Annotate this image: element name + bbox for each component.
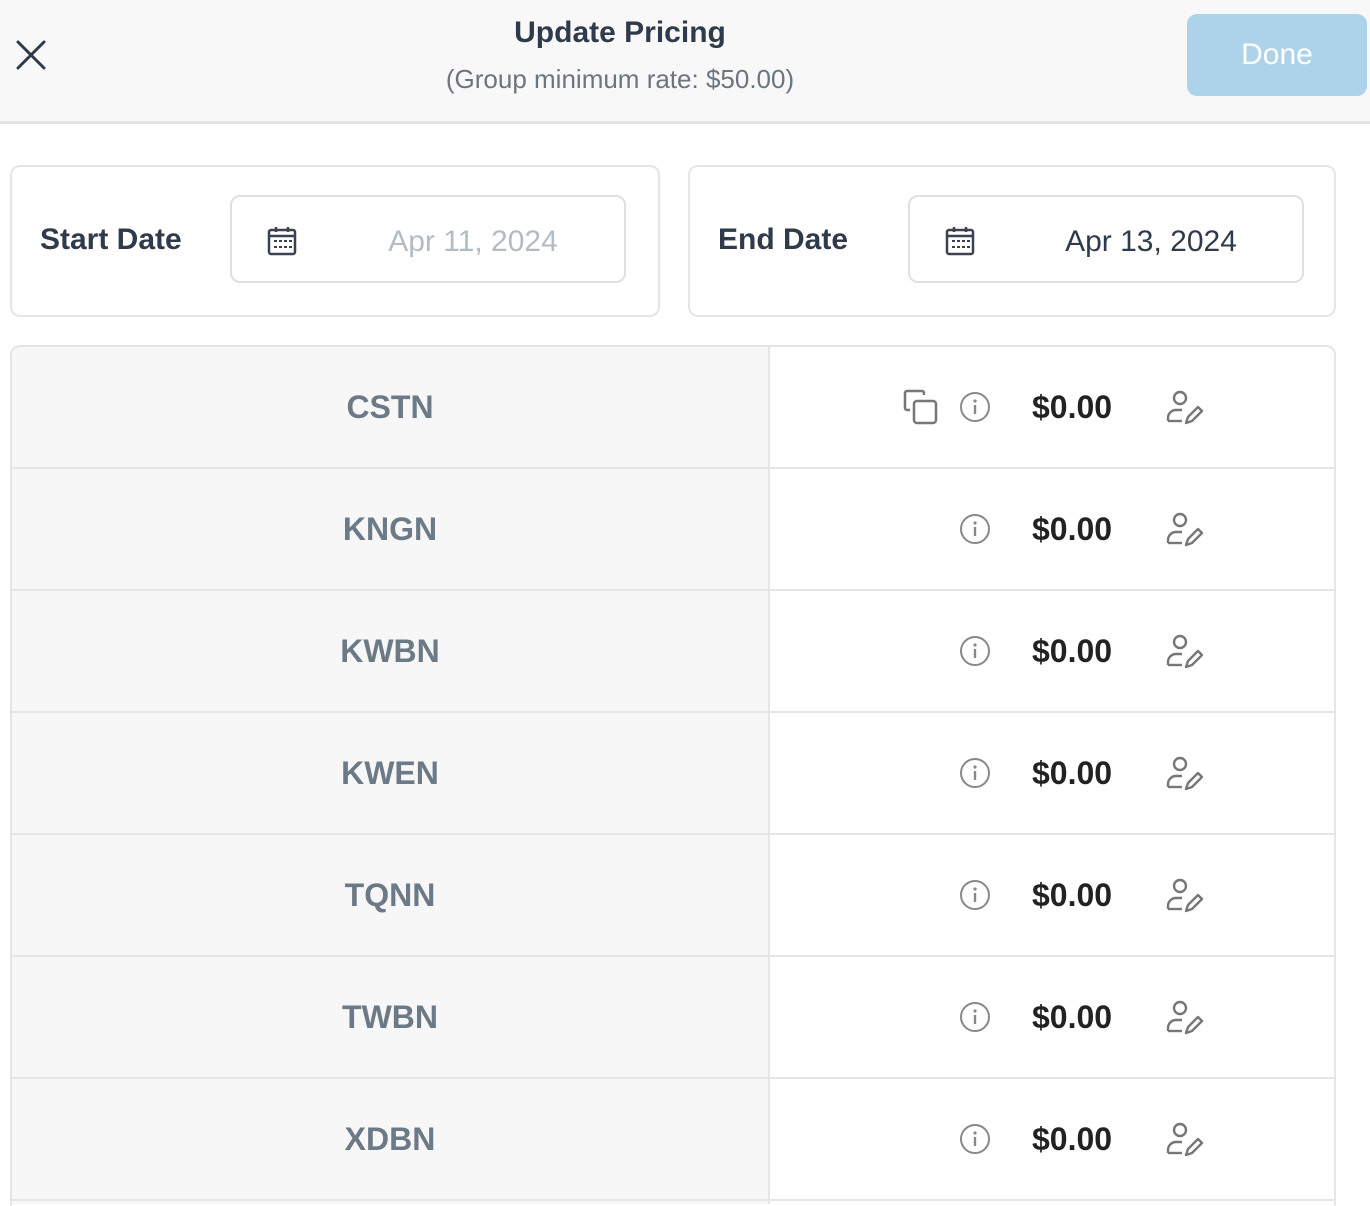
room-code — [12, 1201, 770, 1204]
start-date-value: Apr 11, 2024 — [388, 225, 558, 258]
end-date-input[interactable]: Apr 13, 2024 — [908, 195, 1304, 283]
table-row: CSTN $0.00 — [12, 347, 1334, 469]
info-icon[interactable] — [959, 1123, 991, 1155]
page-title: Update Pricing — [514, 16, 726, 49]
price-value[interactable]: $0.00 — [1032, 511, 1113, 547]
user-edit-icon[interactable] — [1164, 633, 1204, 673]
room-code: CSTN — [12, 347, 770, 467]
table-row — [12, 1201, 1334, 1204]
room-code: TQNN — [12, 835, 770, 955]
info-icon[interactable] — [959, 635, 991, 667]
price-value[interactable]: $0.00 — [1032, 633, 1113, 669]
calendar-icon — [267, 227, 297, 256]
end-date-value: Apr 13, 2024 — [1065, 225, 1237, 258]
price-value[interactable]: $0.00 — [1032, 999, 1113, 1035]
modal-header: Update Pricing (Group minimum rate: $50.… — [0, 0, 1370, 124]
info-icon[interactable] — [959, 391, 991, 423]
table-row: KWBN $0.00 — [12, 591, 1334, 713]
table-row: KWEN $0.00 — [12, 713, 1334, 835]
user-edit-icon[interactable] — [1164, 755, 1204, 795]
table-row: TWBN $0.00 — [12, 957, 1334, 1079]
table-row: TQNN $0.00 — [12, 835, 1334, 957]
room-code: TWBN — [12, 957, 770, 1077]
info-icon[interactable] — [959, 513, 991, 545]
close-icon[interactable] — [14, 38, 48, 72]
end-date-label: End Date — [718, 223, 849, 256]
pricing-table: CSTN $0.00 KNGN $0.00 KWBN $0.00 KWEN $0.00 TQNN… — [10, 345, 1336, 1206]
user-edit-icon[interactable] — [1164, 389, 1204, 429]
price-value[interactable]: $0.00 — [1032, 755, 1113, 791]
table-row: XDBN $0.00 — [12, 1079, 1334, 1201]
copy-icon[interactable] — [902, 389, 940, 427]
room-code: KWEN — [12, 713, 770, 833]
calendar-icon — [945, 227, 975, 256]
start-date-label: Start Date — [40, 223, 182, 256]
price-value[interactable]: $0.00 — [1032, 1121, 1113, 1157]
room-code: XDBN — [12, 1079, 770, 1199]
user-edit-icon[interactable] — [1164, 877, 1204, 917]
info-icon[interactable] — [959, 1001, 991, 1033]
info-icon[interactable] — [959, 879, 991, 911]
price-value[interactable]: $0.00 — [1032, 389, 1113, 425]
user-edit-icon[interactable] — [1164, 999, 1204, 1039]
start-date-card: Start Date Apr 11, 2024 — [10, 165, 660, 317]
group-minimum-rate: (Group minimum rate: $50.00) — [445, 64, 795, 94]
room-code: KWBN — [12, 591, 770, 711]
price-value[interactable]: $0.00 — [1032, 877, 1113, 913]
user-edit-icon[interactable] — [1164, 511, 1204, 551]
info-icon[interactable] — [959, 757, 991, 789]
done-button[interactable]: Done — [1187, 14, 1367, 96]
end-date-card: End Date Apr 13, 2024 — [688, 165, 1336, 317]
start-date-input[interactable]: Apr 11, 2024 — [230, 195, 626, 283]
user-edit-icon[interactable] — [1164, 1121, 1204, 1161]
room-code: KNGN — [12, 469, 770, 589]
table-row: KNGN $0.00 — [12, 469, 1334, 591]
